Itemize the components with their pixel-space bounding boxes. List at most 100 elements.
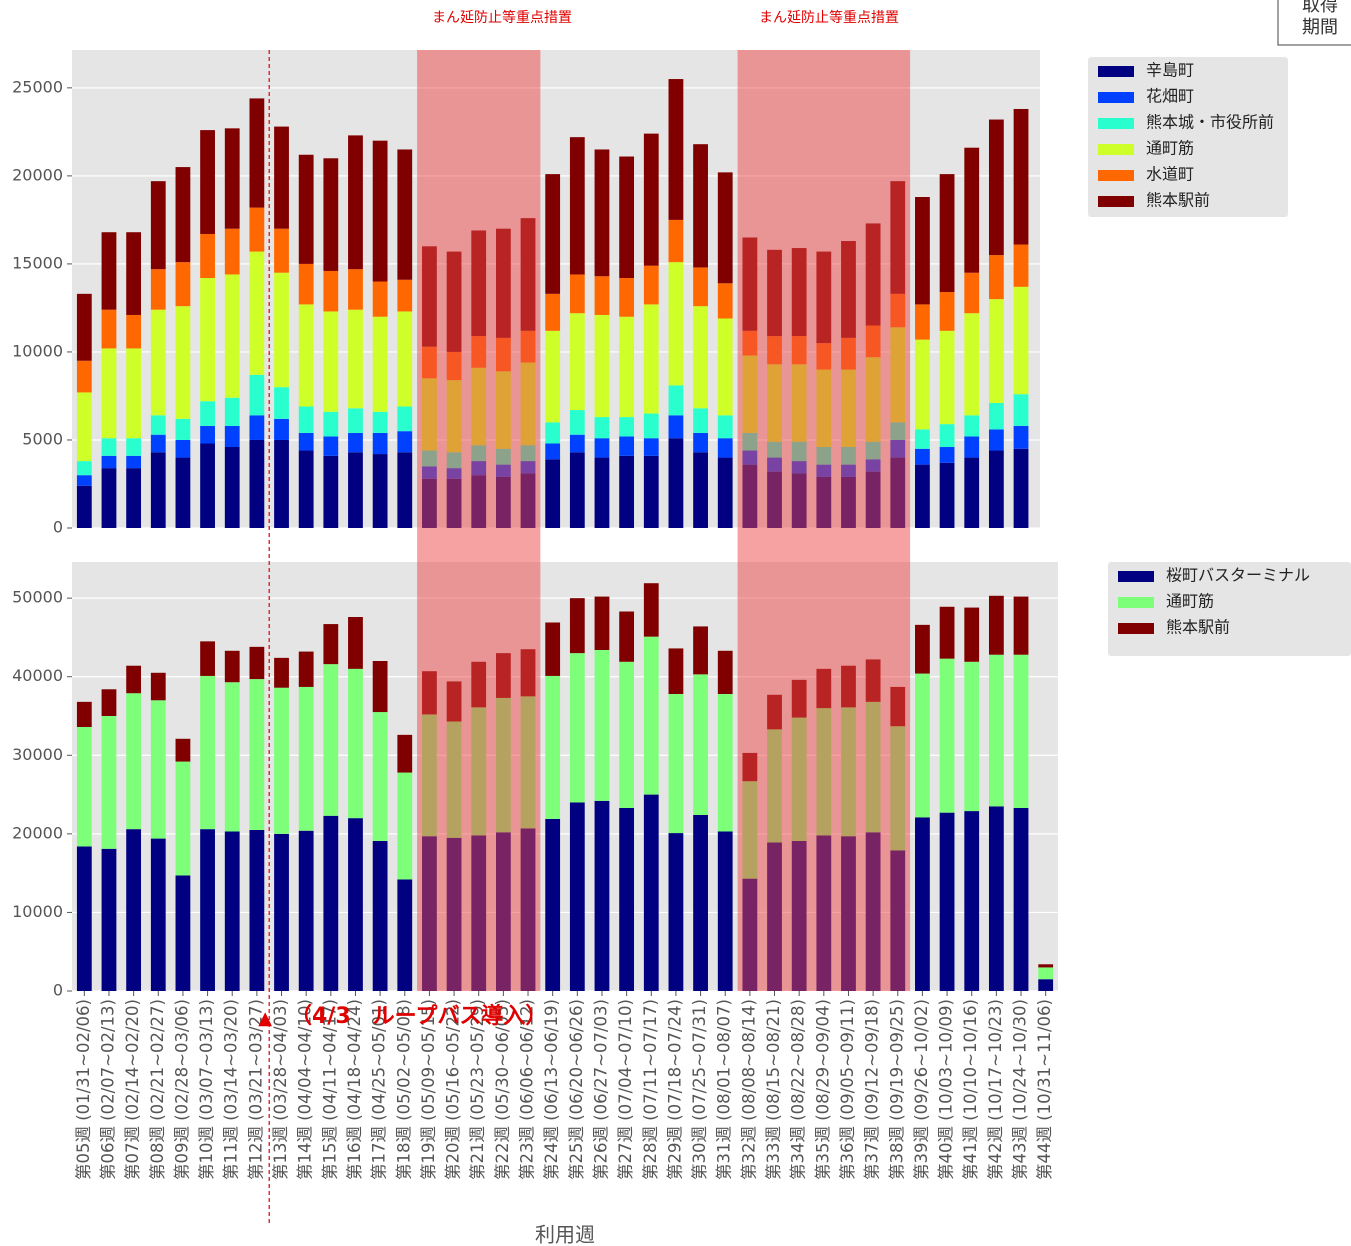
- bar-segment: [1038, 979, 1054, 991]
- bar-segment: [594, 438, 610, 458]
- bar-segment: [323, 815, 339, 991]
- bar-segment: [274, 418, 289, 440]
- x-tick-label: 第25週 (06/20~06/26): [567, 999, 586, 1180]
- bar-segment: [693, 452, 708, 528]
- bar-segment: [298, 406, 314, 433]
- bar-segment: [397, 311, 413, 407]
- x-tick-label: 第41週 (10/10~10/16): [961, 999, 980, 1180]
- bar-segment: [249, 439, 265, 528]
- x-tick-label: 第35週 (08/29~09/04): [813, 999, 832, 1180]
- bar-segment: [274, 439, 289, 528]
- bar-segment: [76, 846, 92, 991]
- bar-segment: [964, 415, 980, 437]
- bar-segment: [988, 429, 1004, 451]
- bar-segment: [175, 738, 191, 762]
- bar-segment: [76, 701, 92, 727]
- bar-segment: [224, 682, 240, 832]
- legend-swatch: [1098, 196, 1134, 207]
- bar-segment: [569, 313, 585, 411]
- bar-segment: [274, 387, 289, 419]
- bar-segment: [175, 875, 191, 991]
- bar-segment: [101, 716, 117, 849]
- bar-segment: [643, 265, 659, 305]
- bar-segment: [150, 838, 166, 991]
- x-tick-label: 第24週 (06/13~06/19): [542, 999, 561, 1180]
- bar-segment: [643, 133, 659, 266]
- bar-segment: [939, 462, 955, 528]
- bar-segment: [717, 831, 733, 991]
- bar-segment: [200, 443, 215, 528]
- x-tick-label: 第09週 (02/28~03/06): [172, 999, 191, 1180]
- legend-swatch: [1098, 170, 1134, 181]
- bar-segment: [126, 455, 142, 469]
- bar-segment: [643, 438, 659, 456]
- bar-segment: [1013, 394, 1029, 426]
- bar-segment: [126, 438, 142, 456]
- bar-segment: [668, 415, 684, 439]
- bar-segment: [668, 79, 684, 220]
- bar-segment: [76, 293, 92, 361]
- bar-segment: [298, 304, 314, 407]
- bar-segment: [150, 700, 166, 839]
- bar-segment: [224, 228, 240, 275]
- bar-segment: [372, 840, 388, 991]
- bar-segment: [249, 829, 265, 991]
- bar-segment: [545, 293, 561, 331]
- bar-segment: [76, 485, 92, 528]
- bar-segment: [200, 425, 215, 444]
- bar-segment: [224, 274, 240, 398]
- y-tick-label: 50000: [12, 588, 63, 607]
- bar-segment: [668, 262, 684, 386]
- bar-segment: [76, 461, 92, 476]
- bar-segment: [964, 607, 980, 662]
- bar-segment: [988, 654, 1004, 807]
- bar-segment: [274, 272, 289, 388]
- bar-segment: [668, 385, 684, 416]
- bar-segment: [988, 299, 1004, 403]
- bar-segment: [372, 316, 388, 412]
- legend-swatch: [1098, 144, 1134, 155]
- x-tick-label: 第33週 (08/15~08/21): [764, 999, 783, 1180]
- x-tick-label: 第15週 (04/11~04/17): [320, 999, 339, 1180]
- bar-segment: [101, 468, 117, 528]
- emergency-band: [417, 50, 541, 991]
- bar-segment: [545, 174, 561, 294]
- bar-segment: [397, 406, 413, 432]
- bar-segment: [569, 802, 585, 991]
- bar-segment: [939, 174, 955, 293]
- bar-segment: [298, 830, 314, 991]
- bar-segment: [668, 648, 684, 694]
- bar-segment: [348, 668, 363, 819]
- bar-segment: [915, 429, 930, 449]
- bar-segment: [988, 806, 1004, 991]
- bar-segment: [988, 255, 1004, 300]
- bar-segment: [668, 438, 684, 528]
- bar-segment: [1013, 807, 1029, 991]
- bar-segment: [594, 276, 610, 315]
- bar-segment: [372, 661, 388, 713]
- bar-segment: [545, 459, 561, 528]
- bar-segment: [915, 304, 930, 340]
- bar-segment: [224, 397, 240, 426]
- bar-segment: [249, 251, 265, 375]
- bar-segment: [619, 611, 635, 662]
- annotation-marker: ▲: [258, 1008, 272, 1029]
- bar-segment: [397, 879, 413, 991]
- bar-segment: [1013, 654, 1029, 808]
- bar-segment: [939, 330, 955, 425]
- bar-segment: [323, 455, 339, 528]
- bar-segment: [915, 197, 930, 305]
- bar-segment: [175, 457, 191, 528]
- legend-label: 花畑町: [1146, 87, 1194, 106]
- bar-segment: [1013, 425, 1029, 449]
- x-tick-label: 第17週 (04/25~05/01): [370, 999, 389, 1180]
- bar-segment: [717, 318, 733, 416]
- x-tick-label: 第12週 (03/21~03/27): [246, 999, 265, 1180]
- x-tick-label: 第36週 (09/05~09/11): [838, 999, 857, 1180]
- x-axis-title: 利用週: [535, 1223, 595, 1246]
- bar-segment: [693, 408, 708, 433]
- note-line: 取得: [1302, 0, 1338, 16]
- bar-segment: [372, 432, 388, 455]
- legend-swatch: [1098, 118, 1134, 129]
